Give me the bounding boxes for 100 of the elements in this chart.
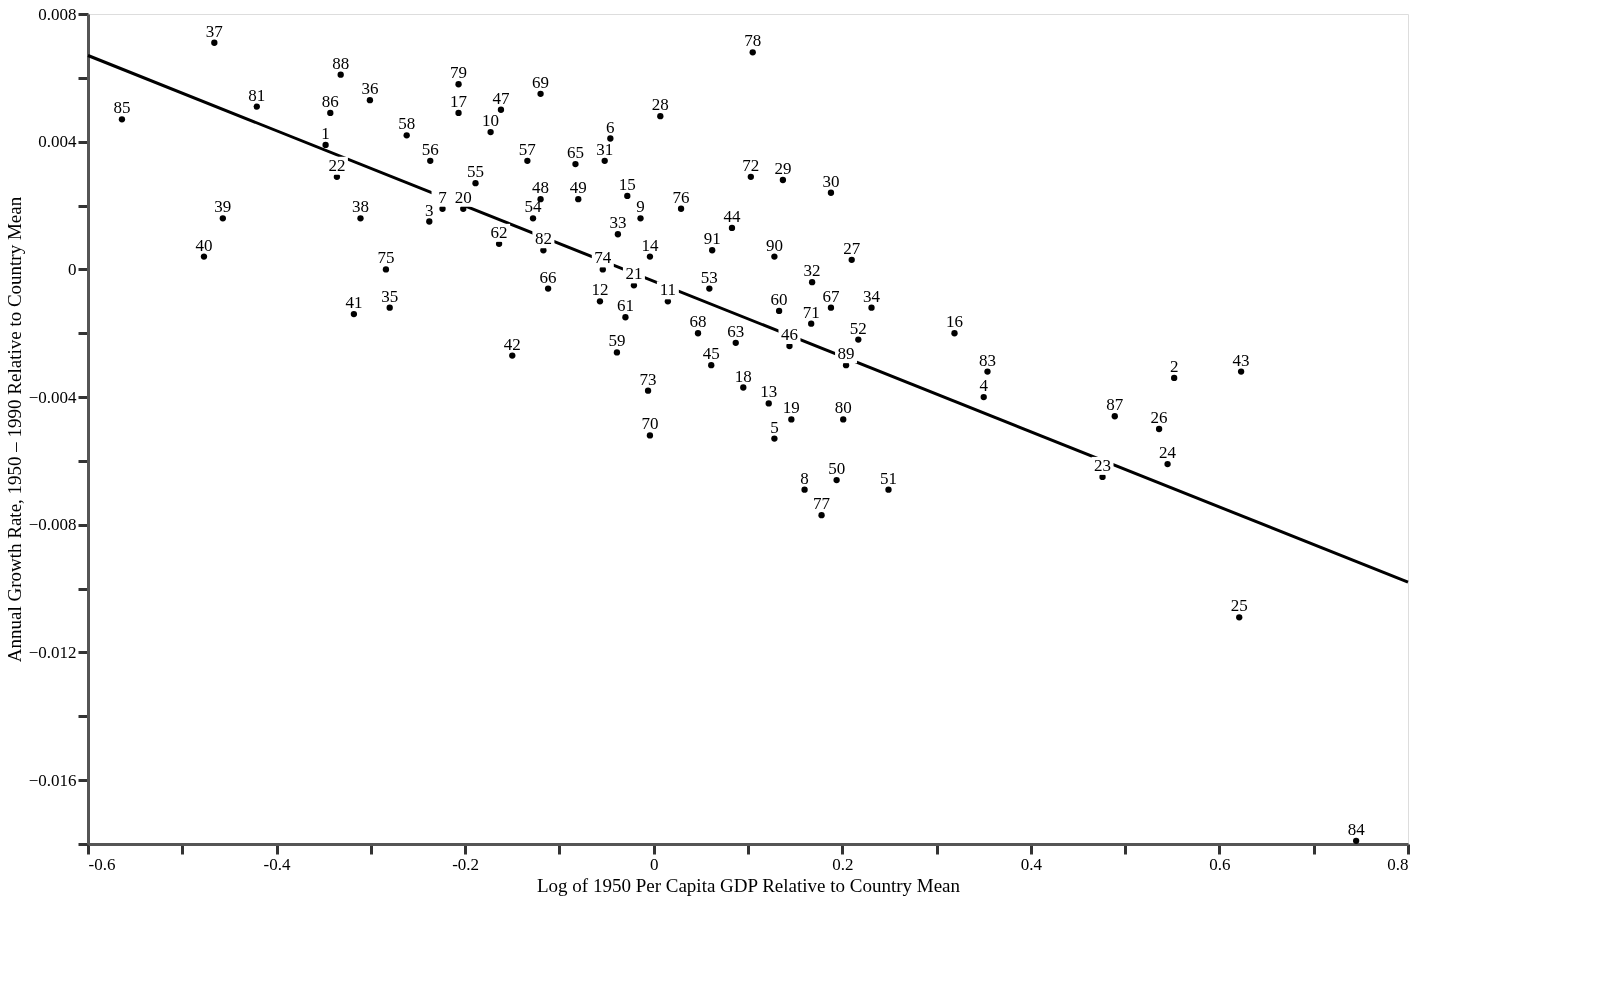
annotation: 84 [1347,819,1366,839]
annotation: 52 [849,318,867,338]
x-tick-label: 0.4 [1020,854,1043,874]
annotation: 7 [438,187,448,207]
annotation: 91 [703,229,721,249]
annotation: 58 [398,114,416,134]
annotation: 69 [532,72,550,92]
annotation: 74 [594,248,612,268]
annotation: 19 [782,398,800,418]
y-tick-label: 0 [68,259,77,279]
x-tick-label: -0.2 [452,854,480,874]
annotation: 44 [723,206,741,226]
annotation: 54 [524,197,543,217]
x-axis-title: Log of 1950 Per Capita GDP Relative to Country Mean [536,874,961,896]
annotation: 88 [332,53,350,73]
annotation: 89 [837,344,855,364]
annotation: 50 [828,459,846,479]
annotation: 68 [689,312,707,332]
annotation: 49 [569,178,587,198]
annotation: 40 [195,235,213,255]
annotation: 48 [532,178,550,198]
y-axis-title: Annual Growth Rate, 1950 – 1990 Relative to Country Mean [3,196,25,663]
y-tick-label: 0.008 [38,4,77,24]
annotation: 42 [503,334,521,354]
y-tick-label: −0.016 [28,770,77,790]
annotation: 14 [641,235,659,255]
annotation: 85 [113,98,131,118]
annotation: 3 [425,200,434,220]
annotation: 43 [1232,350,1250,370]
annotation: 79 [450,63,468,83]
annotation: 75 [377,248,395,268]
annotation: 8 [800,468,809,488]
annotation: 36 [361,79,379,99]
x-tick-label: -0.4 [263,854,292,874]
annotation: 59 [608,331,626,351]
y-tick-label: −0.012 [28,642,77,662]
annotation: 30 [822,171,840,191]
annotation: 12 [591,280,609,300]
annotation: 21 [625,264,643,284]
annotation: 72 [742,155,760,175]
annotation: 66 [539,267,557,287]
annotation: 70 [641,414,659,434]
annotation: 53 [700,267,718,287]
annotation: 9 [636,197,645,217]
annotation: 57 [518,139,537,159]
annotation: 26 [1150,408,1168,427]
annotation: 39 [214,197,232,217]
annotation: 45 [702,344,720,364]
annotation: 62 [490,222,508,242]
annotation: 76 [672,187,690,207]
annotation: 82 [534,229,552,249]
annotation: 10 [482,111,500,131]
annotation: 51 [879,468,897,488]
annotation: 47 [492,88,510,108]
annotation: 34 [863,286,881,306]
annotation: 83 [978,350,996,370]
annotation: 22 [328,155,346,175]
annotation: 56 [421,139,439,159]
y-tick-label: −0.004 [28,387,77,407]
annotation: 31 [596,139,614,159]
annotation: 13 [760,382,778,402]
annotation: 38 [351,197,369,217]
annotation: 63 [727,321,745,341]
annotation: 77 [813,494,831,514]
annotation: 2 [1169,356,1179,376]
annotation: 67 [822,286,840,306]
annotation: 80 [834,398,852,418]
annotation: 37 [205,21,224,41]
annotation: 86 [321,91,339,111]
annotation: 20 [454,187,472,207]
x-tick-label: 0.6 [1209,854,1231,874]
annotation: 41 [345,293,363,313]
annotation: 17 [450,91,468,111]
annotation: 18 [734,366,752,386]
annotation: 35 [381,286,399,306]
annotation: 25 [1230,596,1248,616]
annotation: 55 [467,162,485,182]
annotation: 15 [618,174,636,194]
annotation: 32 [803,261,821,281]
annotation: 6 [606,117,615,137]
y-tick-label: −0.008 [28,515,77,535]
annotation: 81 [248,85,266,105]
annotation: 5 [770,417,779,437]
annotation: 46 [780,325,798,344]
annotation: 4 [979,376,989,396]
annotation: 33 [609,213,627,233]
annotation: 87 [1106,395,1124,415]
x-tick-label: 0.2 [832,854,854,874]
annotation: 90 [765,235,783,255]
x-tick-label: 0 [649,854,659,874]
annotation: 27 [843,238,861,258]
y-tick-label: 0.004 [38,132,77,152]
annotation: 23 [1094,455,1112,475]
annotation: 11 [659,280,677,300]
x-tick-label: 0.8 [1387,854,1409,874]
annotation: 28 [651,95,669,115]
annotation: 78 [744,31,762,51]
x-tick-label: -0.6 [88,854,116,874]
annotation: 73 [639,369,657,389]
annotation: 29 [774,159,792,178]
